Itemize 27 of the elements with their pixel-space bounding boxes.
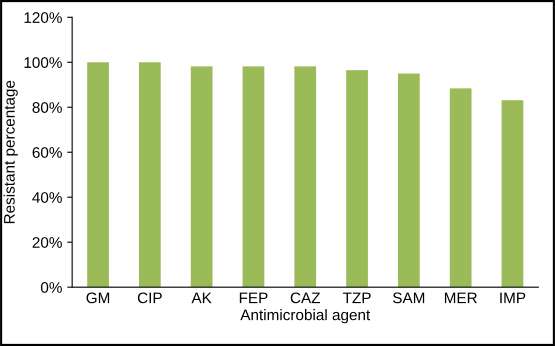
y-axis-title: Resistant percentage (4, 80, 18, 224)
y-tick-label: 0% (40, 282, 62, 293)
bar (346, 70, 368, 288)
bar (87, 62, 109, 288)
bar (398, 74, 420, 288)
x-tick-label: MER (444, 292, 477, 304)
x-tick-label: CIP (138, 292, 162, 304)
y-tick-label: 80% (32, 102, 62, 113)
bar (450, 88, 472, 288)
x-tick-label: SAM (392, 292, 424, 304)
x-tick-label: IMP (500, 292, 526, 304)
y-tick-label: 120% (24, 12, 62, 23)
y-tick-label: 100% (24, 57, 62, 68)
bar (190, 66, 213, 288)
x-tick-label: GM (86, 292, 110, 304)
x-tick-label: AK (191, 292, 212, 304)
x-tick-label: FEP (240, 292, 268, 304)
bar (502, 100, 524, 288)
bar (242, 66, 264, 288)
bar (138, 62, 161, 288)
y-tick-label: 40% (32, 192, 62, 203)
x-tick-label: CAZ (290, 292, 320, 304)
x-tick-label: TZP (342, 292, 371, 304)
y-tick-label: 60% (32, 147, 62, 158)
x-axis-title: Antimicrobial agent (240, 309, 370, 324)
bar (294, 66, 316, 288)
y-tick-label: 20% (32, 237, 62, 248)
